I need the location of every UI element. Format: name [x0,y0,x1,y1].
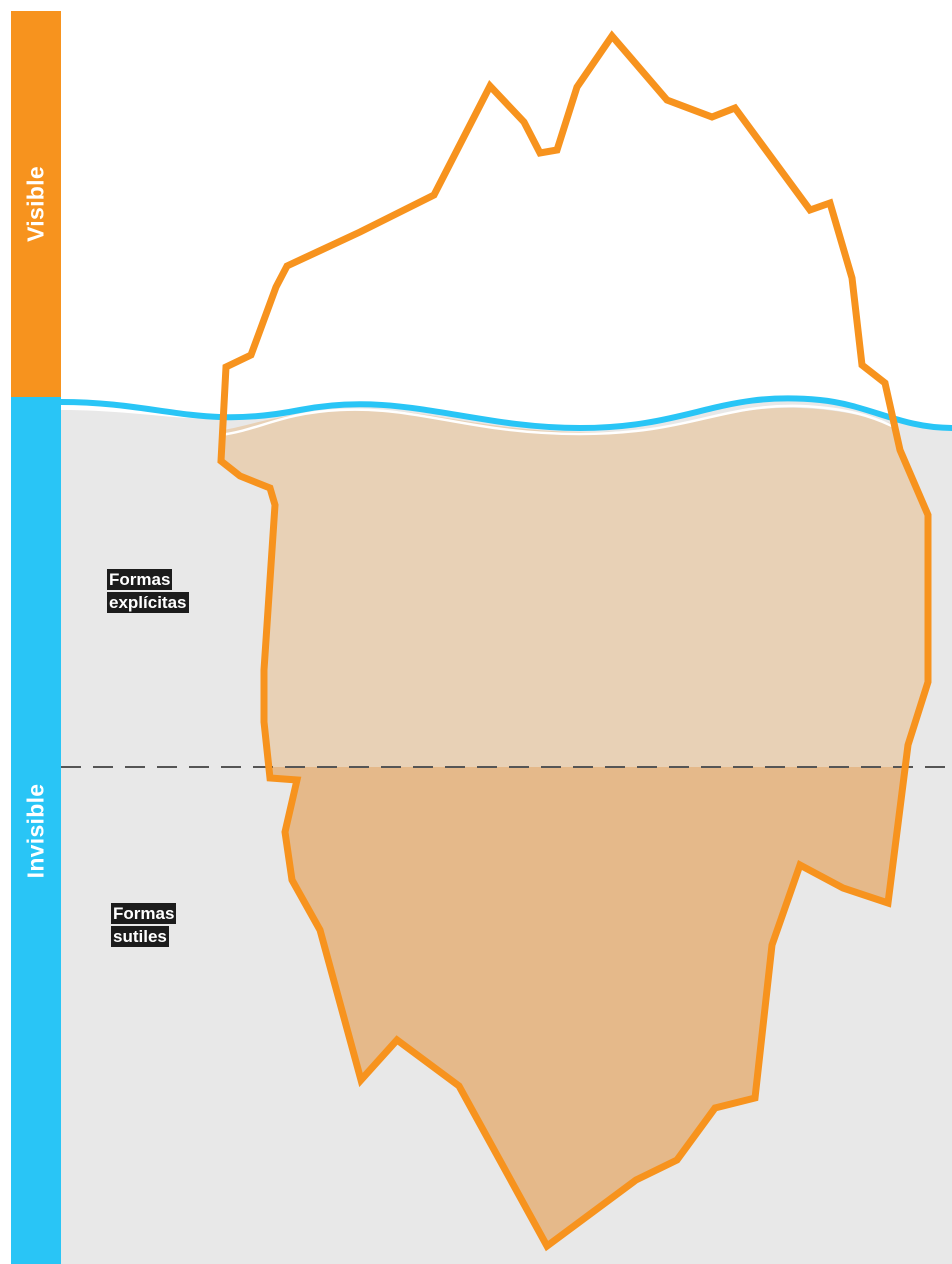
invisible-bar: Invisible [11,397,61,1264]
explicit-forms-label: Formas explícitas [107,569,189,613]
subtle-forms-line-1: Formas [111,903,177,924]
waterline [60,395,952,432]
explicit-forms-region [221,407,928,767]
visible-bar: Visible [11,11,61,397]
subtle-forms-label: Formas sutiles [111,903,177,947]
subtle-forms-line-2: sutiles [111,926,169,947]
explicit-forms-line-1: Formas [107,569,173,590]
explicit-forms-line-2: explícitas [107,592,189,613]
iceberg-outline [217,30,932,1252]
